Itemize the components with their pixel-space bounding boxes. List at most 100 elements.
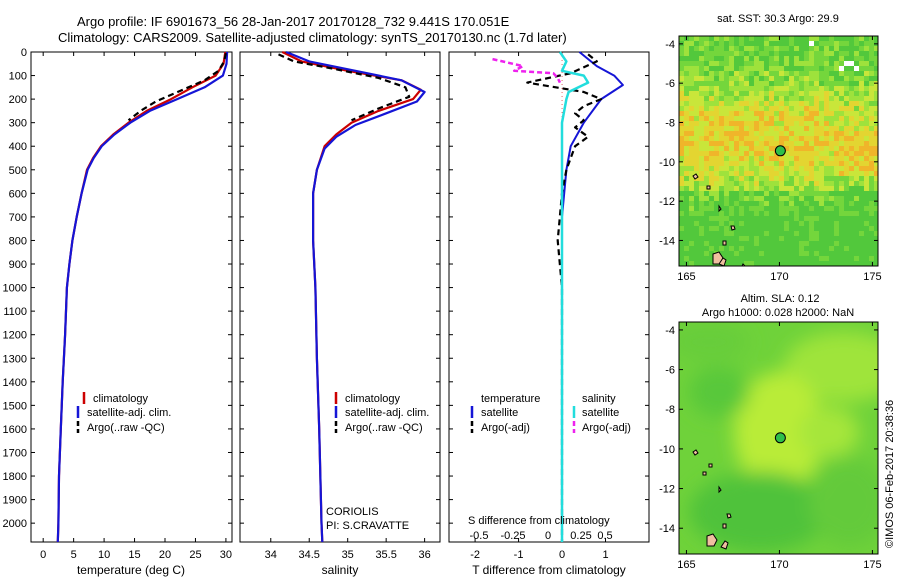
sst-cell	[784, 161, 789, 166]
sst-cell	[724, 136, 729, 141]
sst-cell	[824, 191, 829, 196]
sst-cell	[774, 231, 779, 236]
sst-cell	[689, 66, 694, 71]
sst-cell	[789, 61, 794, 66]
sst-cell	[874, 141, 878, 146]
difference-panel: -2 -1 0 1 T difference from climatology S d…	[448, 51, 650, 577]
sst-cell	[869, 261, 874, 266]
sst-cell	[709, 176, 714, 181]
sst-cell	[869, 71, 874, 76]
sst-cell	[809, 216, 814, 221]
sst-cell	[804, 221, 809, 226]
x-tick-label: 0	[559, 549, 565, 561]
sst-cell	[859, 201, 864, 206]
sst-cell	[749, 196, 754, 201]
sst-cell	[859, 176, 864, 181]
sst-cell	[804, 36, 809, 41]
sst-cell	[729, 51, 734, 56]
sst-cell	[869, 161, 874, 166]
sst-cell	[769, 146, 774, 151]
sst-cell	[694, 146, 699, 151]
sst-cell	[744, 96, 749, 101]
sst-cell	[839, 41, 844, 46]
x-tick-label: 34.5	[299, 549, 320, 561]
sst-cell	[769, 36, 774, 41]
sla-map-image	[679, 322, 878, 554]
sst-cell	[869, 251, 874, 256]
sst-cell	[789, 41, 794, 46]
sst-cell	[834, 136, 839, 141]
sst-cell	[794, 256, 799, 261]
sst-cell	[769, 131, 774, 136]
sst-cell	[724, 206, 729, 211]
sst-cell	[689, 176, 694, 181]
sst-cell	[769, 176, 774, 181]
sst-cell	[729, 211, 734, 216]
sst-cell	[709, 251, 714, 256]
sst-cell	[679, 246, 684, 251]
map-y-tick-label: -14	[659, 235, 675, 247]
sst-cell	[794, 236, 799, 241]
sst-cell	[689, 196, 694, 201]
sst-cell	[759, 231, 764, 236]
sst-cell	[684, 186, 689, 191]
sst-cell	[759, 96, 764, 101]
sst-cell	[839, 211, 844, 216]
sst-cell	[699, 241, 704, 246]
sst-cell	[839, 131, 844, 136]
sst-cell	[834, 191, 839, 196]
sst-cell	[784, 126, 789, 131]
sst-cell	[874, 221, 878, 226]
sst-cell	[794, 126, 799, 131]
sst-cell	[764, 91, 769, 96]
sst-cell	[814, 66, 819, 71]
sst-cell	[724, 161, 729, 166]
sst-cell	[869, 216, 874, 221]
sst-cell	[789, 226, 794, 231]
sst-cell	[749, 61, 754, 66]
sst-cell	[764, 256, 769, 261]
sst-cell	[859, 241, 864, 246]
sst-missing-cell	[844, 61, 849, 66]
sst-cell	[769, 261, 774, 266]
sst-cell	[799, 116, 804, 121]
sst-cell	[844, 86, 849, 91]
sst-cell	[844, 141, 849, 146]
sst-cell	[679, 91, 684, 96]
title-line-1: Argo profile: IF 6901673_56 28-Jan-2017 …	[77, 14, 510, 29]
sst-cell	[809, 151, 814, 156]
sst-cell	[854, 46, 859, 51]
sst-cell	[749, 131, 754, 136]
sst-cell	[679, 76, 684, 81]
sst-cell	[794, 111, 799, 116]
sst-cell	[719, 81, 724, 86]
sst-cell	[734, 111, 739, 116]
map-x-tick-label: 170	[770, 271, 788, 283]
sst-cell	[739, 161, 744, 166]
sst-cell	[849, 41, 854, 46]
sst-cell	[844, 131, 849, 136]
sst-cell	[684, 66, 689, 71]
sst-cell	[739, 256, 744, 261]
sst-cell	[814, 36, 819, 41]
sst-cell	[819, 231, 824, 236]
sst-cell	[874, 146, 878, 151]
sst-cell	[839, 261, 844, 266]
sst-cell	[729, 121, 734, 126]
sst-cell	[819, 126, 824, 131]
sst-cell	[804, 226, 809, 231]
sst-cell	[854, 236, 859, 241]
sst-cell	[819, 166, 824, 171]
sst-cell	[709, 221, 714, 226]
sst-cell	[784, 241, 789, 246]
sst-cell	[679, 231, 684, 236]
sst-cell	[734, 166, 739, 171]
sst-cell	[754, 61, 759, 66]
sst-cell	[824, 51, 829, 56]
sst-cell	[839, 196, 844, 201]
sst-cell	[819, 131, 824, 136]
sst-cell	[794, 226, 799, 231]
sst-cell	[699, 91, 704, 96]
sst-cell	[744, 146, 749, 151]
sst-cell	[834, 236, 839, 241]
